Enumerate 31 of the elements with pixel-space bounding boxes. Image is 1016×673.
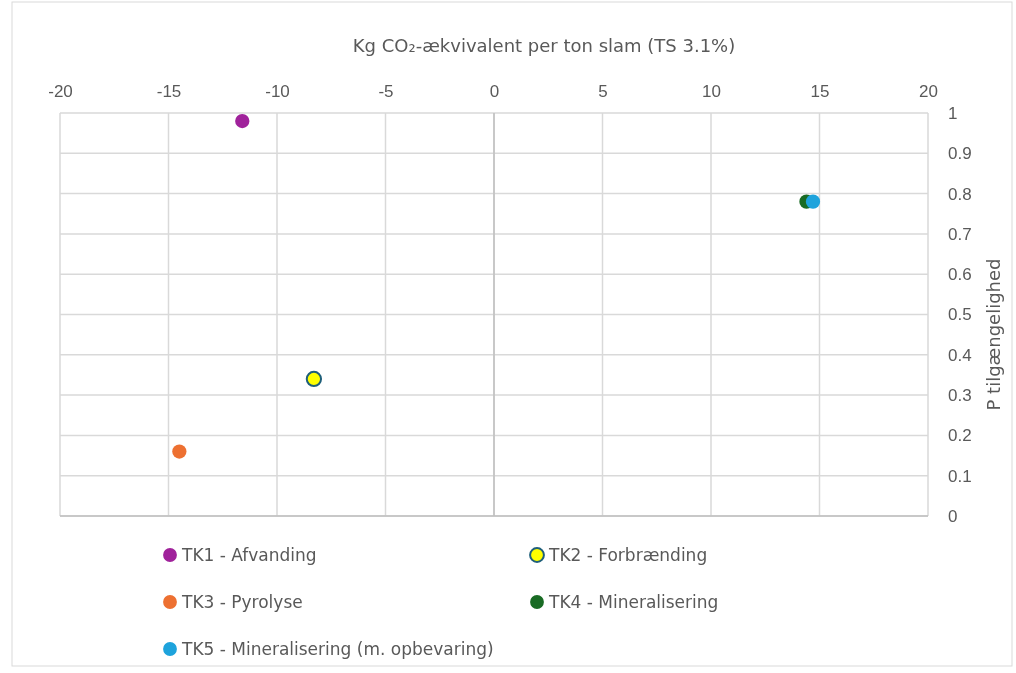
y-tick-label: 0.3 — [948, 386, 972, 406]
point — [305, 370, 323, 388]
y-tick-label: 0.5 — [948, 305, 972, 325]
x-tick-label: 5 — [598, 82, 608, 101]
legend-label: TK3 - Pyrolyse — [181, 592, 303, 612]
legend-label: TK5 - Mineralisering (m. opbevaring) — [181, 639, 494, 659]
y-tick-label: 0.6 — [948, 265, 972, 285]
x-tick-label: 15 — [810, 82, 830, 101]
legend-label: TK2 - Forbrænding — [548, 545, 708, 565]
y-axis-title: P tilgængelighed — [983, 258, 1004, 411]
y-tick-label: 0.8 — [948, 184, 972, 204]
point — [235, 113, 250, 129]
y-tick-label: 0.1 — [948, 466, 972, 486]
y-tick-label: 0.4 — [948, 345, 972, 365]
point — [172, 444, 187, 459]
x-tick-label: -20 — [48, 82, 73, 101]
x-axis-title: Kg CO₂-ækvivalent per ton slam (TS 3.1%) — [352, 35, 736, 56]
y-tick-label: 1 — [948, 103, 958, 123]
x-tick-label: -5 — [378, 82, 394, 101]
legend-label: TK4 - Mineralisering — [548, 592, 719, 612]
x-tick-label: 20 — [919, 82, 938, 101]
legend-label: TK1 - Afvanding — [181, 545, 317, 565]
y-tick-label: 0.9 — [948, 144, 972, 164]
y-tick-label: 0 — [948, 506, 958, 526]
x-tick-label: 10 — [702, 82, 721, 101]
y-tick-label: 0.7 — [948, 224, 972, 244]
x-tick-label: 0 — [489, 82, 500, 101]
point — [805, 194, 821, 209]
x-tick-label: -15 — [156, 82, 182, 101]
y-tick-label: 0.2 — [948, 426, 972, 446]
x-tick-label: -10 — [265, 82, 290, 101]
